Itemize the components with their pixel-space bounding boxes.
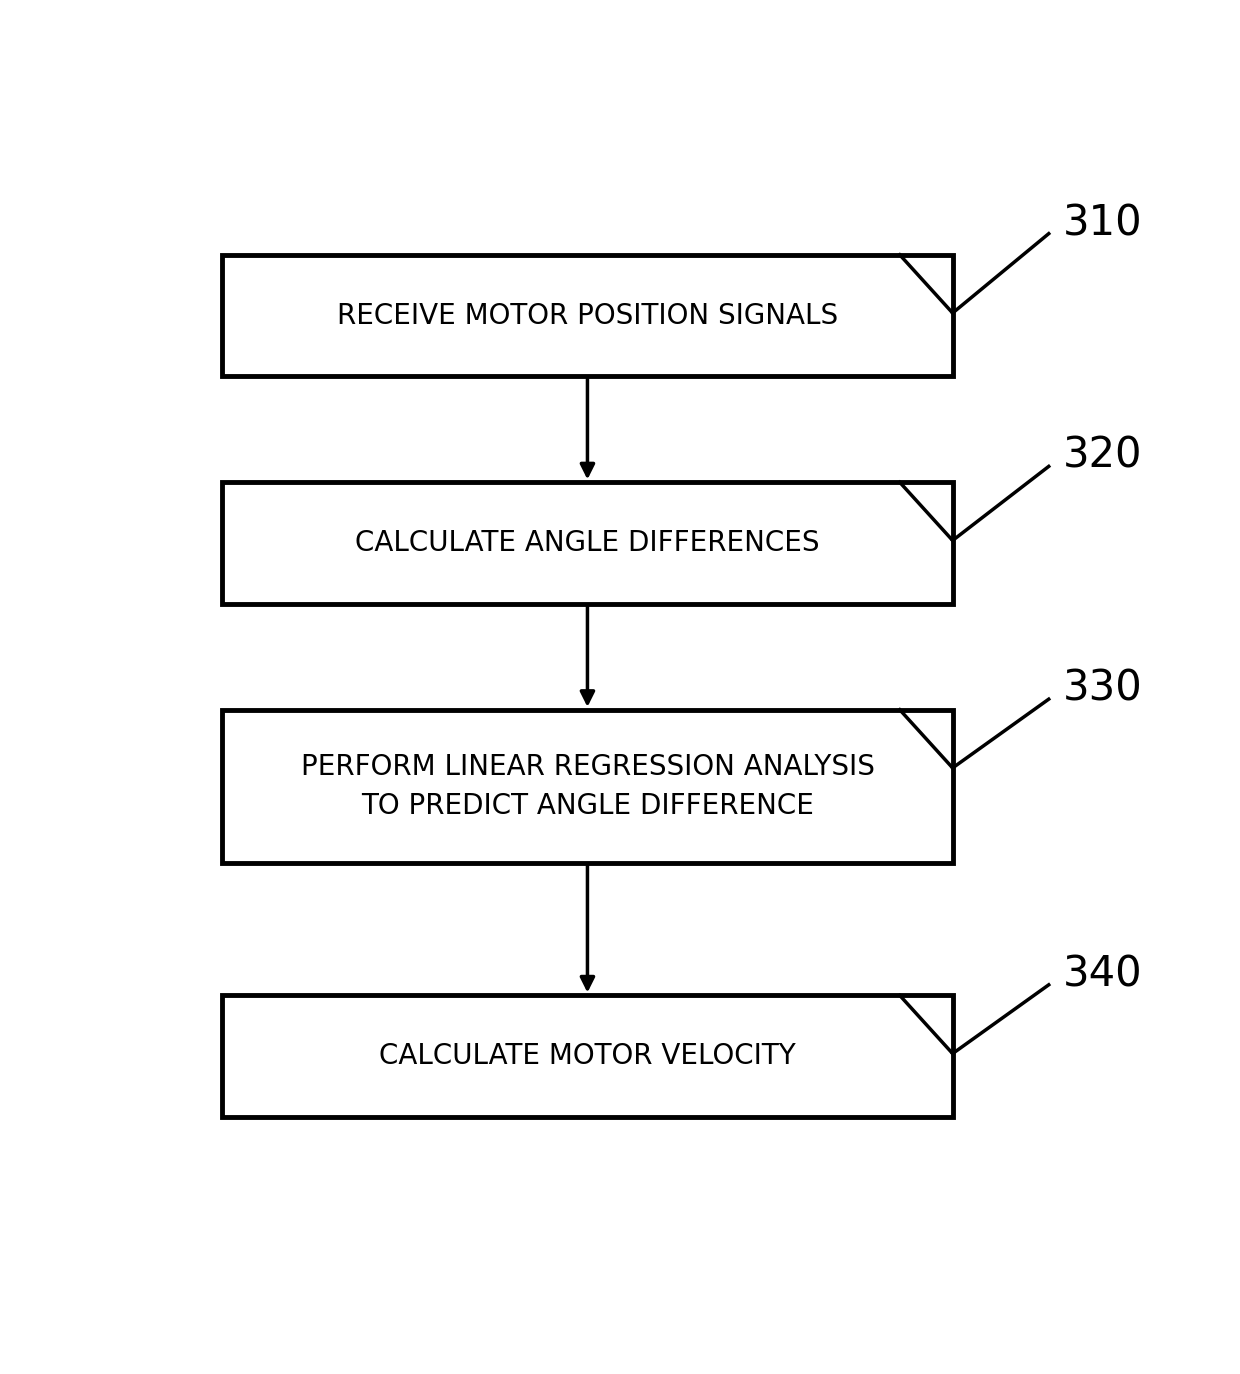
- Text: 340: 340: [1063, 954, 1143, 995]
- Text: RECEIVE MOTOR POSITION SIGNALS: RECEIVE MOTOR POSITION SIGNALS: [337, 302, 838, 330]
- Text: 310: 310: [1063, 202, 1143, 245]
- Text: CALCULATE MOTOR VELOCITY: CALCULATE MOTOR VELOCITY: [379, 1043, 796, 1070]
- Bar: [222, 995, 952, 1117]
- Text: PERFORM LINEAR REGRESSION ANALYSIS
TO PREDICT ANGLE DIFFERENCE: PERFORM LINEAR REGRESSION ANALYSIS TO PR…: [300, 753, 874, 820]
- Bar: [222, 710, 952, 863]
- Text: CALCULATE ANGLE DIFFERENCES: CALCULATE ANGLE DIFFERENCES: [355, 529, 820, 556]
- Bar: [222, 482, 952, 605]
- Bar: [222, 254, 952, 376]
- Text: 320: 320: [1063, 434, 1142, 477]
- Text: 330: 330: [1063, 668, 1143, 709]
